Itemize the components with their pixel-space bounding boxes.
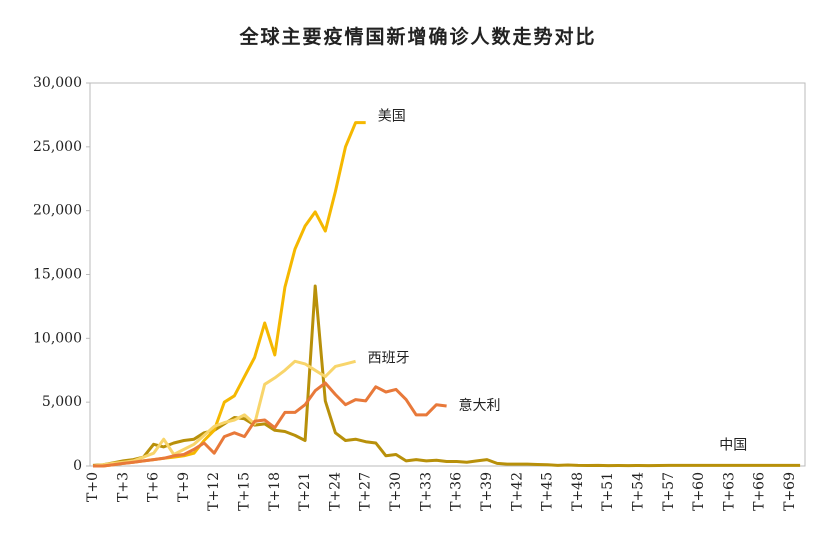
x-tick-label: T+15 xyxy=(237,472,253,511)
y-tick-label: 0 xyxy=(73,458,82,474)
series-label: 中国 xyxy=(719,437,747,453)
x-tick-label: T+39 xyxy=(479,472,495,511)
x-tick-label: T+3 xyxy=(115,472,131,502)
y-tick-label: 15,000 xyxy=(33,267,82,283)
x-tick-label: T+21 xyxy=(297,472,313,511)
chart-title: 全球主要疫情国新增确诊人数走势对比 xyxy=(238,25,596,48)
x-tick-label: T+6 xyxy=(146,472,162,502)
x-tick-label: T+45 xyxy=(540,472,556,511)
series-label: 意大利 xyxy=(459,397,501,414)
y-tick-label: 5,000 xyxy=(42,394,82,410)
series-label: 美国 xyxy=(378,109,406,125)
x-tick-label: T+57 xyxy=(661,472,677,511)
y-tick-label: 30,000 xyxy=(33,75,82,91)
x-tick-label: T+51 xyxy=(600,472,616,511)
x-tick-label: T+54 xyxy=(630,472,646,511)
x-tick-label: T+27 xyxy=(358,472,374,511)
series-line xyxy=(93,121,366,468)
y-tick-label: 10,000 xyxy=(33,330,82,346)
x-tick-label: T+33 xyxy=(418,472,434,511)
x-tick-label: T+24 xyxy=(327,472,343,511)
x-tick-label: T+12 xyxy=(206,472,222,511)
x-tick-label: T+63 xyxy=(721,472,737,511)
x-tick-label: T+48 xyxy=(570,472,586,511)
x-tick-label: T+66 xyxy=(752,472,768,511)
x-tick-label: T+36 xyxy=(449,472,465,511)
x-tick-label: T+42 xyxy=(509,472,525,511)
x-tick-label: T+9 xyxy=(176,472,192,502)
x-tick-label: T+60 xyxy=(691,472,707,511)
plot-frame xyxy=(89,82,806,467)
x-tick-label: T+0 xyxy=(85,472,101,502)
series-line xyxy=(93,381,447,468)
x-tick-label: T+18 xyxy=(267,472,283,511)
series-label: 西班牙 xyxy=(368,350,410,366)
x-tick-label: T+30 xyxy=(388,472,404,511)
y-tick-label: 20,000 xyxy=(33,203,82,219)
x-tick-label: T+69 xyxy=(782,472,798,511)
series-line xyxy=(92,359,356,468)
y-tick-label: 25,000 xyxy=(33,139,82,155)
